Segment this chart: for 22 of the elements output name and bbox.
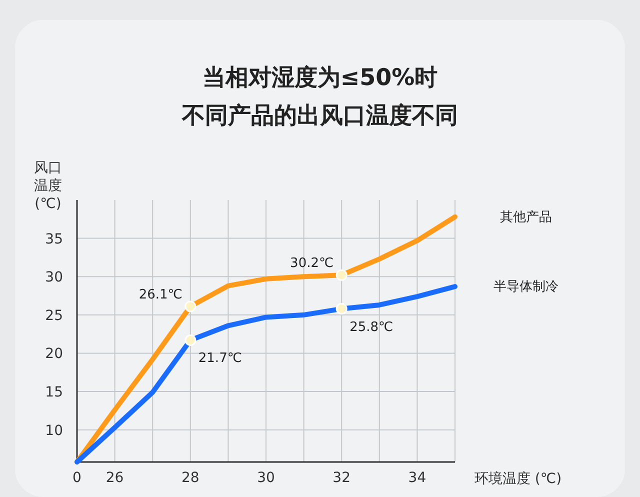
text: 其他产品 [500, 210, 552, 225]
y-tick-label: 20 [45, 346, 63, 362]
data-label: 26.1℃ [138, 287, 182, 302]
y-tick-label: 10 [45, 422, 63, 439]
chart-subtitle: 不同产品的出风口温度不同 [181, 102, 458, 129]
y-tick-label: 35 [45, 231, 63, 248]
text: 半导体制冷 [494, 280, 558, 295]
data-label: 25.8℃ [350, 320, 394, 335]
y-tick-label: 25 [45, 308, 63, 324]
x-axis-title: 环境温度 (℃) [474, 471, 562, 487]
x-tick-label: 30 [257, 470, 275, 486]
x-tick-label: 0 [72, 470, 82, 486]
y-tick-label: 30 [45, 270, 63, 286]
x-tick-label: 34 [408, 470, 426, 486]
data-label: 21.7℃ [198, 351, 242, 366]
x-tick-label: 32 [332, 470, 351, 486]
x-tick-label: 26 [106, 470, 124, 486]
y-axis-title: 风口温度(℃) [34, 160, 62, 212]
y-tick-label: 15 [45, 384, 63, 401]
data-label: 30.2℃ [290, 256, 334, 272]
x-tick-label: 28 [181, 470, 200, 486]
chart-title: 当相对湿度为≤50%时 [202, 64, 438, 91]
